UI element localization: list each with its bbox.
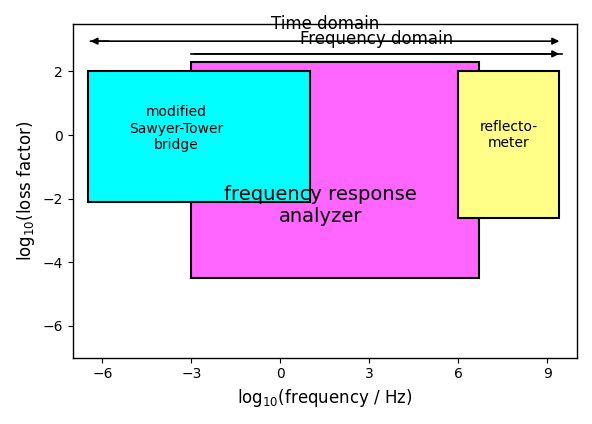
Bar xyxy=(191,62,479,278)
X-axis label: log$_{10}$(frequency / Hz): log$_{10}$(frequency / Hz) xyxy=(237,387,413,409)
Text: modified
Sawyer-Tower
bridge: modified Sawyer-Tower bridge xyxy=(130,106,224,152)
Bar xyxy=(458,71,559,218)
Text: reflecto-
meter: reflecto- meter xyxy=(480,120,538,150)
Text: frequency response
analyzer: frequency response analyzer xyxy=(224,184,417,226)
Y-axis label: log$_{10}$(loss factor): log$_{10}$(loss factor) xyxy=(15,120,37,261)
Bar xyxy=(88,71,310,202)
Text: Frequency domain: Frequency domain xyxy=(300,30,453,48)
Text: Time domain: Time domain xyxy=(271,15,379,33)
